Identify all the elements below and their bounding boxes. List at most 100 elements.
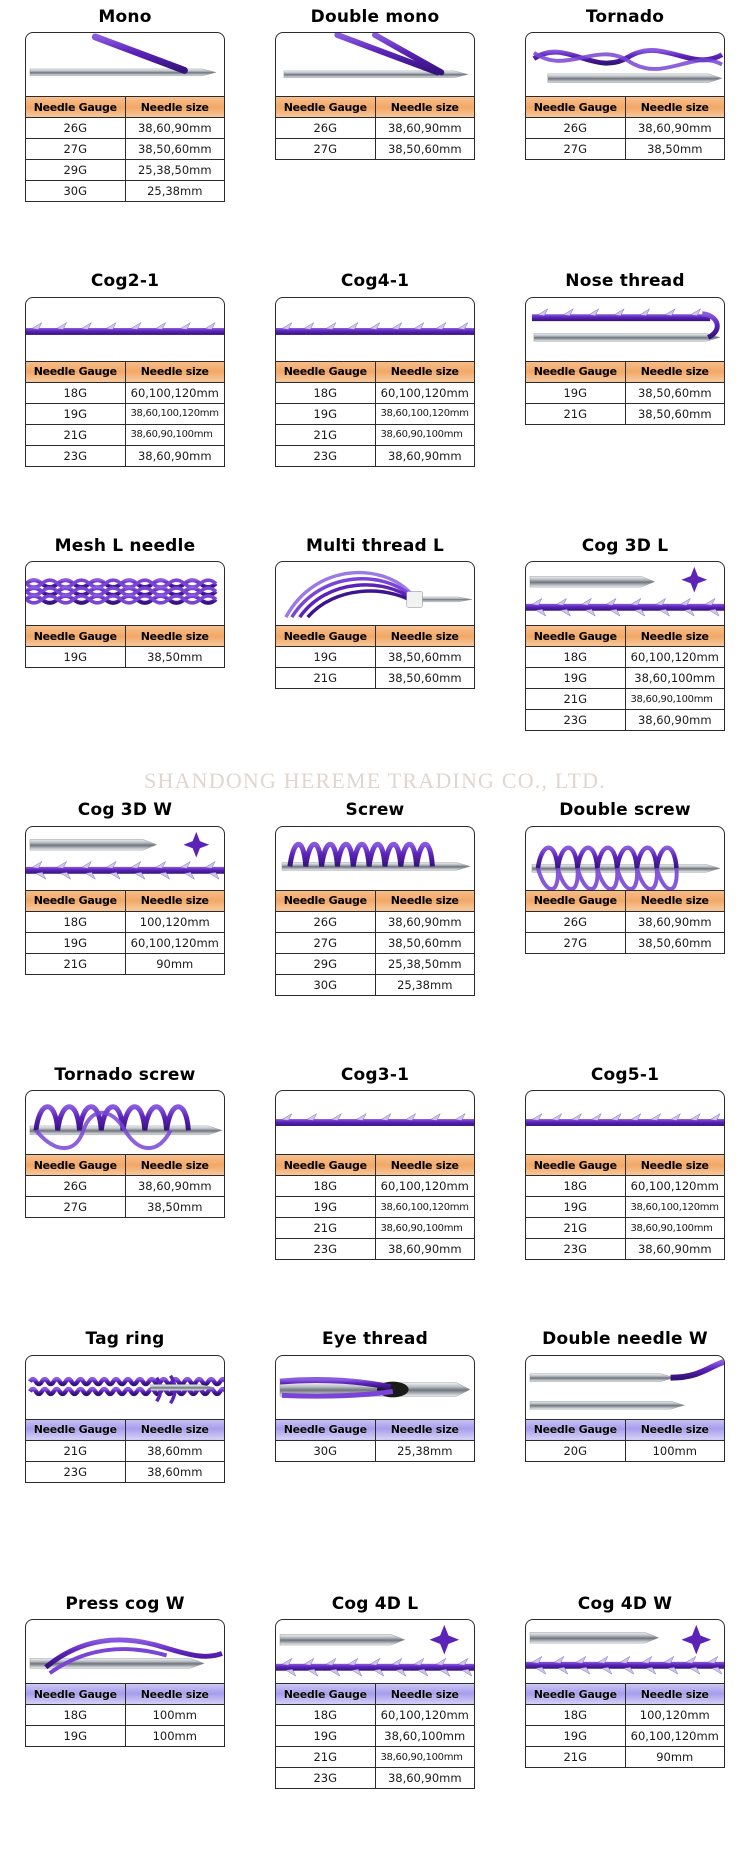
needle-size-value: 38,60,100,120mm: [624, 1196, 725, 1219]
needle-size-value: 60,100,120mm: [124, 931, 225, 954]
needle-size-value: 38,60mm: [124, 1439, 225, 1462]
needle-gauge-value: 20G: [525, 1439, 626, 1462]
needle-size-header: Needle size: [624, 1418, 725, 1441]
needle-gauge-header: Needle Gauge: [25, 889, 126, 912]
table-header-row: Needle Gauge Needle size: [25, 1683, 225, 1706]
needle-size-value: 38,50,60mm: [124, 138, 225, 160]
needle-gauge-header: Needle Gauge: [275, 1154, 376, 1177]
product-title: Double screw: [559, 800, 691, 821]
spec-table: Needle Gauge Needle size 18G 60,100,120mm 19…: [275, 1683, 475, 1790]
needle-gauge-header: Needle Gauge: [275, 360, 376, 383]
product-card: Mono Needle Gauge Needle size 26G 38,60,90m…: [0, 2, 250, 267]
product-title: Screw: [345, 800, 405, 821]
product-title: Eye thread: [322, 1329, 428, 1350]
cog4-1-barbed-thread: [275, 296, 475, 361]
table-row: 18G 100,120mm: [525, 1704, 725, 1727]
product-card: Cog 4D W Needle Gauge Needle size 18G 100,1…: [500, 1589, 750, 1854]
product-title: Press cog W: [65, 1593, 185, 1614]
product-card: Cog 3D L Needle Gauge Needle size 18G 60,10…: [500, 531, 750, 796]
product-title: Cog3-1: [340, 1064, 410, 1085]
needle-size-value: 38,60,100mm: [624, 667, 725, 690]
spec-table: Needle Gauge Needle size 18G 100mm 19G 100mm: [25, 1683, 225, 1748]
product-title: Tornado: [585, 6, 665, 27]
needle-size-header: Needle size: [374, 889, 475, 912]
needle-gauge-value: 26G: [275, 117, 376, 139]
needle-gauge-value: 19G: [525, 381, 626, 404]
needle-size-value: 60,100,120mm: [624, 1725, 725, 1748]
table-row: 26G 38,60,90mm: [275, 117, 475, 139]
needle-size-header: Needle size: [624, 360, 725, 383]
product-title: Cog5-1: [590, 1064, 660, 1085]
tornado-thread-needle: [525, 32, 725, 96]
table-row: 27G 38,50mm: [25, 1196, 225, 1219]
needle-gauge-header: Needle Gauge: [275, 1683, 376, 1706]
needle-gauge-value: 23G: [275, 1767, 376, 1790]
table-row: 27G 38,50,60mm: [25, 138, 225, 160]
needle-gauge-value: 19G: [525, 1196, 626, 1219]
product-card: Press cog W Needle Gauge Needle size 18G 10…: [0, 1589, 250, 1854]
needle-gauge-header: Needle Gauge: [525, 1418, 626, 1441]
needle-gauge-value: 19G: [25, 931, 126, 954]
table-row: 19G 38,60,100,120mm: [25, 402, 225, 425]
table-header-row: Needle Gauge Needle size: [275, 1418, 475, 1441]
table-row: 23G 38,60,90mm: [25, 444, 225, 467]
product-title: Cog 4D W: [577, 1593, 673, 1614]
needle-gauge-value: 29G: [25, 159, 126, 181]
table-row: 20G 100mm: [525, 1439, 725, 1462]
needle-gauge-value: 21G: [275, 1217, 376, 1240]
product-card: Eye thread Needle Gauge Needle size 30G 25,…: [250, 1325, 500, 1590]
needle-size-value: 38,50mm: [124, 1196, 225, 1219]
needle-size-header: Needle size: [124, 96, 225, 118]
needle-gauge-value: 27G: [275, 138, 376, 160]
table-header-row: Needle Gauge Needle size: [275, 1683, 475, 1706]
spec-table: Needle Gauge Needle size 18G 60,100,120mm 19…: [25, 360, 225, 467]
double-mono-thread-needle: [275, 32, 475, 96]
needle-size-value: 38,60,90,100mm: [374, 1217, 475, 1240]
needle-gauge-value: 19G: [275, 646, 376, 669]
product-card: Screw Needle Gauge Needle size 26G 38,60,90…: [250, 796, 500, 1061]
table-header-row: Needle Gauge Needle size: [25, 889, 225, 912]
needle-gauge-value: 26G: [525, 910, 626, 933]
table-row: 18G 60,100,120mm: [525, 1175, 725, 1198]
needle-size-header: Needle size: [624, 96, 725, 118]
spec-table: Needle Gauge Needle size 21G 38,60mm 23G 38,6…: [25, 1418, 225, 1483]
needle-gauge-value: 30G: [275, 1439, 376, 1462]
needle-gauge-header: Needle Gauge: [525, 360, 626, 383]
needle-size-value: 38,60,90,100mm: [374, 423, 475, 446]
table-row: 19G 38,50,60mm: [525, 381, 725, 404]
needle-size-header: Needle size: [124, 889, 225, 912]
needle-size-header: Needle size: [374, 360, 475, 383]
needle-size-value: 38,50,60mm: [374, 646, 475, 669]
needle-gauge-header: Needle Gauge: [275, 96, 376, 118]
needle-size-header: Needle size: [124, 625, 225, 648]
needle-size-header: Needle size: [124, 1154, 225, 1177]
product-title: Cog 4D L: [331, 1593, 419, 1614]
needle-size-value: 38,50,60mm: [624, 381, 725, 404]
table-row: 19G 60,100,120mm: [525, 1725, 725, 1748]
table-row: 19G 38,60,100,120mm: [275, 402, 475, 425]
spec-table: Needle Gauge Needle size 18G 60,100,120mm 19…: [275, 1154, 475, 1261]
needle-gauge-value: 21G: [525, 1746, 626, 1769]
needle-gauge-value: 29G: [275, 952, 376, 975]
needle-size-value: 100mm: [624, 1439, 725, 1462]
needle-gauge-value: 18G: [525, 1704, 626, 1727]
table-row: 21G 38,60,90,100mm: [275, 1746, 475, 1769]
table-header-row: Needle Gauge Needle size: [25, 625, 225, 648]
table-header-row: Needle Gauge Needle size: [25, 1418, 225, 1441]
product-card: Double mono Needle Gauge Needle size 26G 38…: [250, 2, 500, 267]
spec-table: Needle Gauge Needle size 26G 38,60,90mm 27G 3…: [275, 889, 475, 996]
needle-gauge-header: Needle Gauge: [25, 360, 126, 383]
spec-table: Needle Gauge Needle size 18G 60,100,120mm 19…: [275, 360, 475, 467]
needle-size-value: 100mm: [124, 1725, 225, 1748]
table-header-row: Needle Gauge Needle size: [525, 360, 725, 383]
needle-size-header: Needle size: [374, 1154, 475, 1177]
needle-size-value: 60,100,120mm: [124, 381, 225, 404]
product-title: Multi thread L: [305, 535, 445, 556]
needle-gauge-value: 23G: [275, 1238, 376, 1261]
needle-size-value: 25,38,50mm: [374, 952, 475, 975]
table-row: 26G 38,60,90mm: [525, 117, 725, 139]
table-row: 23G 38,60mm: [25, 1460, 225, 1483]
table-row: 27G 38,50,60mm: [525, 931, 725, 954]
product-title: Cog 3D W: [77, 800, 173, 821]
